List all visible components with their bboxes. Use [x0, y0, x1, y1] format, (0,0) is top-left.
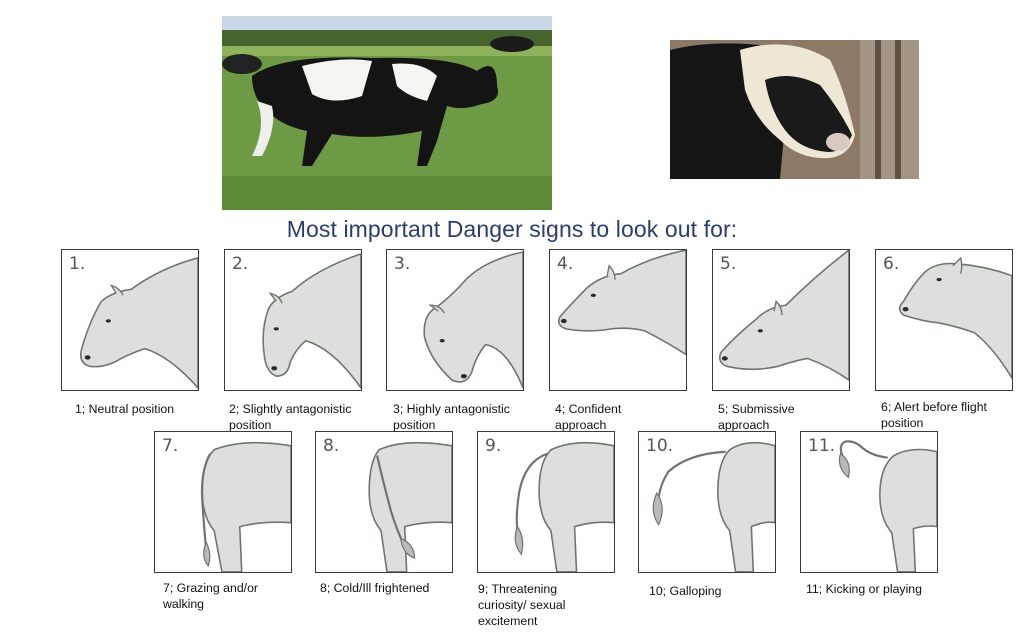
tail-position-panel-7: 7. — [154, 431, 292, 573]
tail-position-panel-8: 8. — [315, 431, 453, 573]
cow-head-illustration — [898, 256, 1012, 380]
panel-number: 9. — [485, 436, 502, 456]
cow-in-pasture-photo — [222, 16, 552, 210]
cow-rear-illustration — [200, 441, 291, 572]
bull-headshot-photo — [670, 40, 919, 179]
head-position-panel-4: 4. — [549, 249, 687, 391]
tail-position-panel-10: 10. — [638, 431, 776, 573]
caption-10: 10; Galloping — [649, 584, 722, 598]
panel-number: 6. — [883, 254, 900, 274]
panel-number: 5. — [720, 254, 737, 274]
tail-position-panel-11: 11. — [800, 431, 938, 573]
tail-position-panel-9: 9. — [477, 431, 615, 573]
cow-head-illustration — [79, 257, 198, 390]
caption-2: 2; Slightly antagonistic position — [229, 402, 352, 432]
head-position-panel-6: 6. — [875, 249, 1013, 391]
panel-number: 2. — [232, 254, 249, 274]
panel-number: 3. — [394, 254, 411, 274]
caption-3: 3; Highly antagonistic position — [393, 402, 510, 432]
cow-head-illustration — [262, 253, 361, 390]
caption-5: 5; Submissive approach — [718, 402, 795, 432]
caption-4: 4; Confident approach — [555, 402, 622, 432]
panel-number: 1. — [69, 254, 86, 274]
caption-8: 8; Cold/Ill frightened — [320, 581, 430, 595]
panel-number: 7. — [162, 436, 179, 456]
head-position-panel-2: 2. — [224, 249, 362, 391]
cow-head-illustration — [423, 251, 523, 389]
cow-rear-illustration — [838, 440, 937, 572]
page-title: Most important Danger signs to look out … — [286, 216, 738, 242]
head-position-panel-3: 3. — [386, 249, 524, 391]
head-position-panel-1: 1. — [61, 249, 199, 391]
head-position-panel-5: 5. — [712, 249, 850, 391]
caption-6: 6; Alert before flight position — [881, 400, 987, 430]
cow-rear-illustration — [652, 441, 775, 572]
cow-rear-illustration — [368, 441, 452, 572]
caption-11: 11; Kicking or playing — [806, 582, 922, 596]
cow-head-illustration — [718, 250, 849, 382]
panel-number: 10. — [646, 436, 674, 456]
panel-number: 4. — [557, 254, 574, 274]
caption-7: 7; Grazing and/or walking — [163, 581, 259, 611]
cow-rear-illustration — [514, 441, 614, 572]
panel-number: 8. — [323, 436, 340, 456]
caption-9: 9; Threatening curiosity/ sexual excitem… — [478, 582, 566, 628]
cow-head-illustration — [557, 250, 686, 356]
caption-1: 1; Neutral position — [75, 402, 175, 416]
panel-number: 11. — [808, 436, 836, 456]
